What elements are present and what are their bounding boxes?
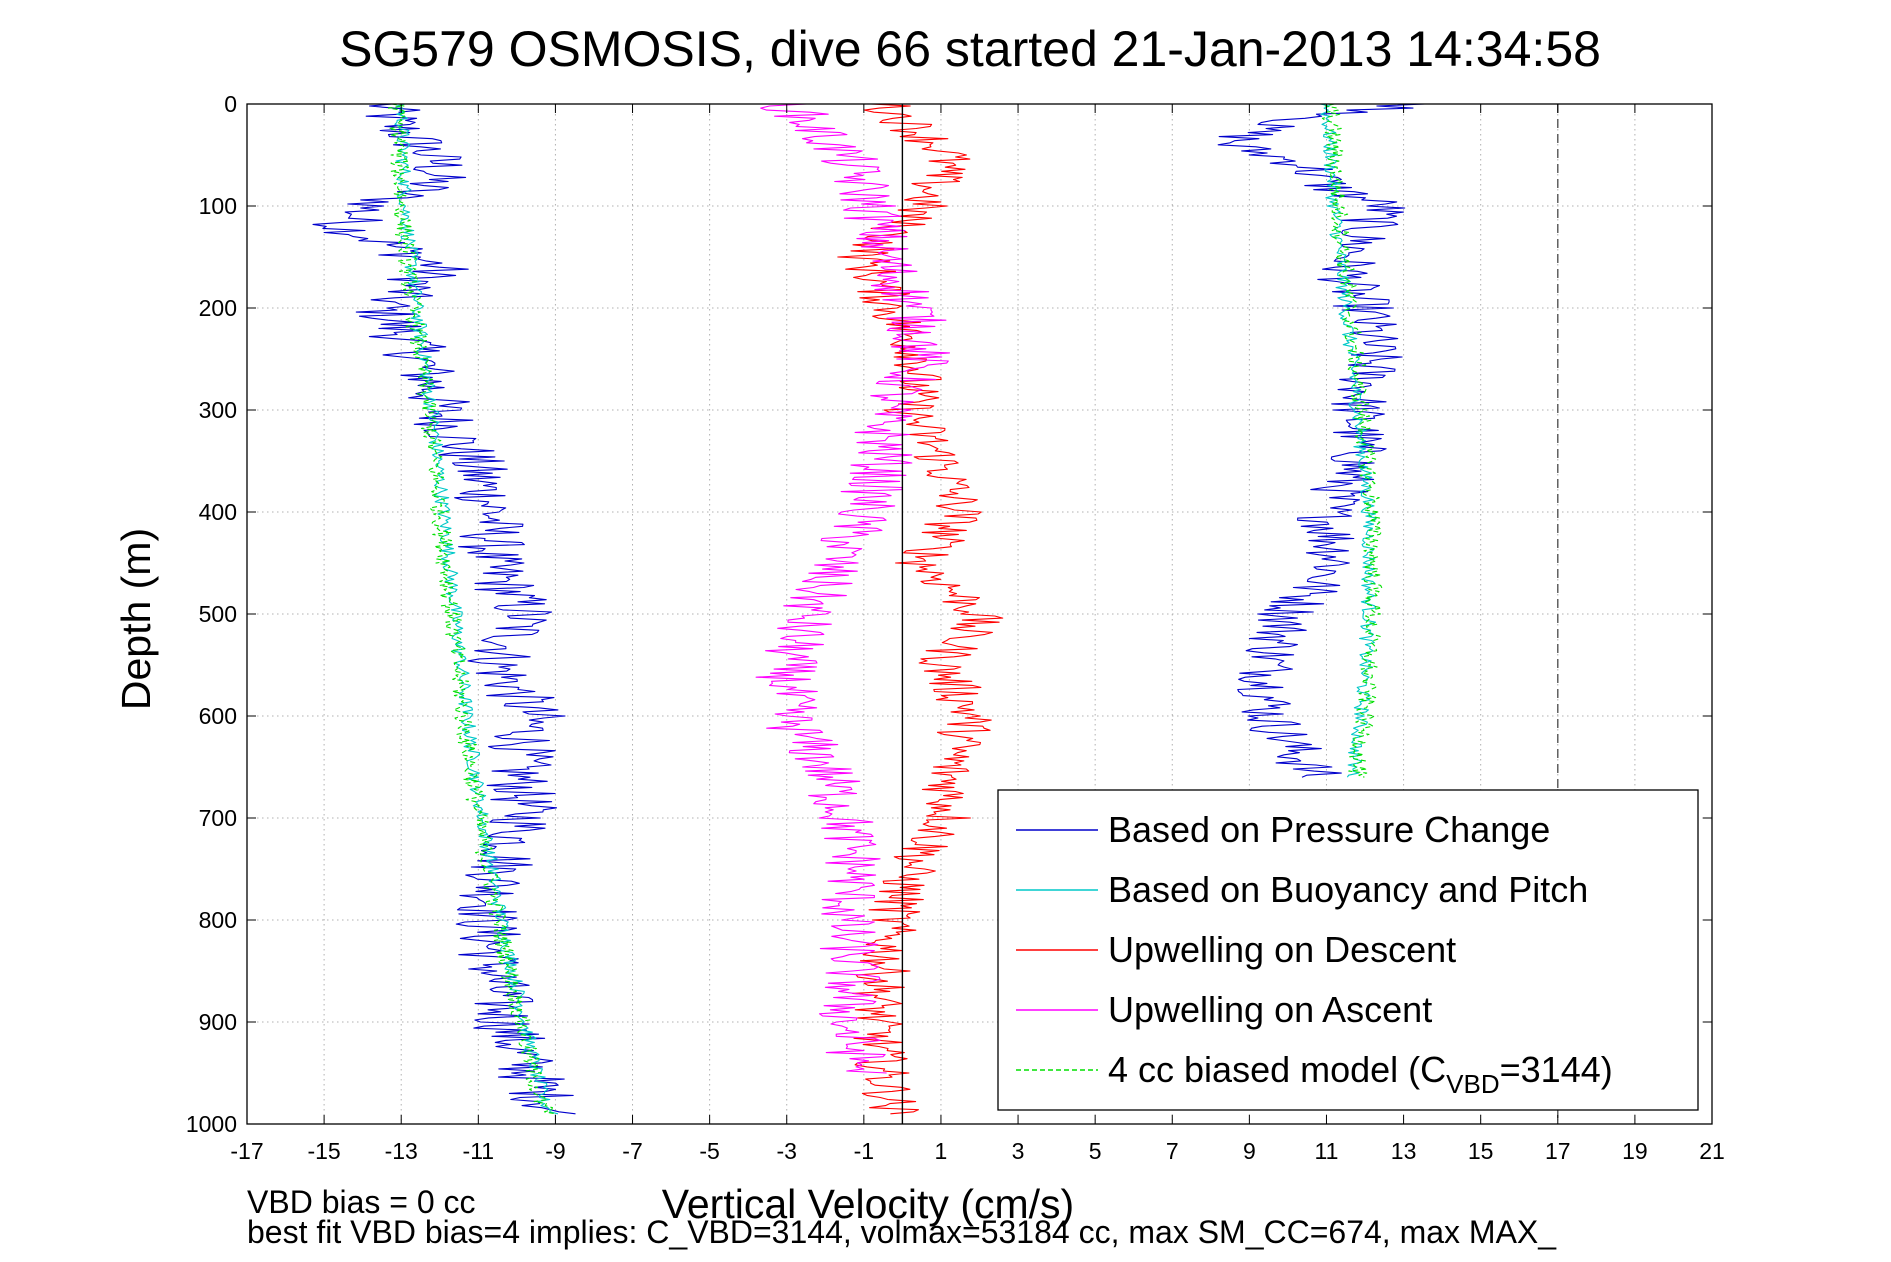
x-tick-label: 3 bbox=[1012, 1138, 1025, 1164]
series-line-4-0 bbox=[387, 103, 556, 1115]
x-tick-label: 19 bbox=[1622, 1138, 1648, 1164]
axis-ticks: -17 -15 -13 -11 -9 -7 -5 -3 -1 1 3 5 7 9 11 13 15 17 19 210… bbox=[186, 91, 1725, 1164]
legend-label: Upwelling on Ascent bbox=[1108, 989, 1432, 1030]
y-tick-label: 900 bbox=[199, 1009, 237, 1035]
y-tick-label: 0 bbox=[224, 91, 237, 117]
legend-label: Upwelling on Descent bbox=[1108, 929, 1456, 970]
x-tick-label: 7 bbox=[1166, 1138, 1179, 1164]
x-tick-label: -13 bbox=[385, 1138, 418, 1164]
legend: Based on Pressure Change Based on Buoyanc… bbox=[997, 789, 1699, 1111]
x-tick-label: -11 bbox=[463, 1138, 495, 1164]
y-tick-label: 800 bbox=[199, 907, 237, 933]
y-tick-label: 700 bbox=[199, 805, 237, 831]
series-line-1-1 bbox=[1320, 103, 1377, 778]
x-tick-label: 13 bbox=[1391, 1138, 1417, 1164]
x-tick-label: 21 bbox=[1699, 1138, 1725, 1164]
x-tick-label: 15 bbox=[1468, 1138, 1494, 1164]
chart-title: SG579 OSMOSIS, dive 66 started 21-Jan-20… bbox=[339, 21, 1601, 77]
series-line-0-1 bbox=[1217, 103, 1425, 778]
series-line-0-0 bbox=[312, 103, 576, 1115]
x-tick-label: -17 bbox=[230, 1138, 263, 1164]
y-tick-label: 500 bbox=[199, 601, 237, 627]
x-tick-label: 17 bbox=[1545, 1138, 1571, 1164]
legend-label: 4 cc biased model (CVBD=3144) bbox=[1108, 1049, 1613, 1099]
series-line-2-0 bbox=[837, 103, 1004, 1115]
reference-lines bbox=[901, 104, 1559, 1124]
x-axis-label: Vertical Velocity (cm/s) bbox=[662, 1181, 1074, 1227]
y-tick-label: 1000 bbox=[186, 1111, 237, 1137]
x-tick-label: -9 bbox=[545, 1138, 565, 1164]
x-tick-label: -7 bbox=[622, 1138, 642, 1164]
legend-label: Based on Pressure Change bbox=[1108, 809, 1550, 850]
x-tick-label: 11 bbox=[1315, 1138, 1339, 1164]
x-tick-label: -1 bbox=[854, 1138, 874, 1164]
y-tick-label: 100 bbox=[199, 193, 237, 219]
legend-box bbox=[997, 789, 1699, 1111]
y-tick-label: 600 bbox=[199, 703, 237, 729]
y-tick-label: 200 bbox=[199, 295, 237, 321]
x-tick-label: -5 bbox=[699, 1138, 719, 1164]
x-tick-label: 1 bbox=[935, 1138, 948, 1164]
series-line-4-1 bbox=[1321, 103, 1383, 778]
series-line-3-0 bbox=[755, 103, 951, 1074]
x-tick-label: -3 bbox=[777, 1138, 797, 1164]
y-tick-label: 300 bbox=[199, 397, 237, 423]
x-tick-label: -15 bbox=[307, 1138, 340, 1164]
y-axis-label: Depth (m) bbox=[113, 528, 159, 710]
legend-label: Based on Buoyancy and Pitch bbox=[1108, 869, 1588, 910]
plot-area: -17 -15 -13 -11 -9 -7 -5 -3 -1 1 3 5 7 9 11 13 15 17 19 210… bbox=[186, 91, 1725, 1164]
footnote-vbd-bias: VBD bias = 0 cc bbox=[247, 1184, 476, 1220]
x-tick-label: 9 bbox=[1243, 1138, 1256, 1164]
footnote-best-fit: best fit VBD bias=4 implies: C_VBD=3144,… bbox=[247, 1214, 1557, 1250]
x-tick-label: 5 bbox=[1089, 1138, 1102, 1164]
y-tick-label: 400 bbox=[199, 499, 237, 525]
data-series bbox=[312, 103, 1425, 1115]
